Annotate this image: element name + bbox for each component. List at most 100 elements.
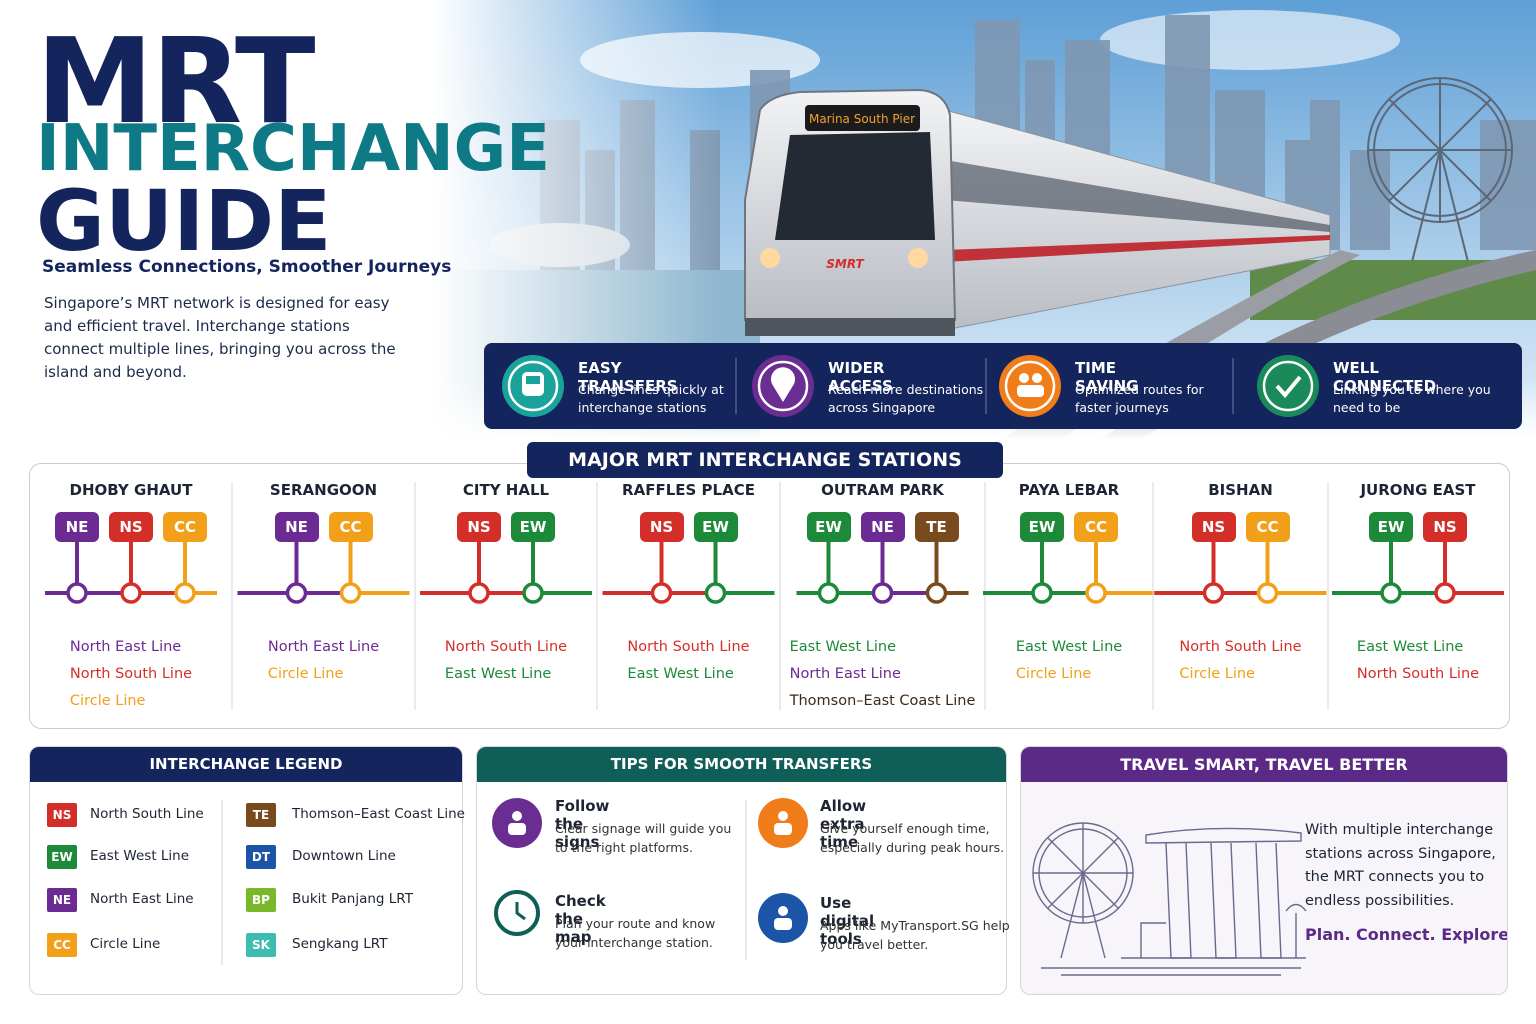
line-badge: EW [1020, 512, 1064, 542]
title: INTERCHANGE [36, 112, 550, 186]
benefit-text: Change lines quickly at interchange stat… [578, 382, 724, 415]
tips-box: TIPS FOR SMOOTH TRANSFERS [476, 746, 1007, 995]
line-badge: NS [1423, 512, 1467, 542]
station-name: CITY HALL [462, 481, 550, 499]
line-badge: EW [806, 512, 851, 542]
station-name: SERANGOON [269, 481, 378, 499]
benefit-title: WIDER ACCESS [828, 359, 893, 395]
title: GUIDE [36, 172, 332, 270]
line-badge: CC [1074, 512, 1118, 542]
line-badge: CC [328, 512, 373, 542]
tagline: Seamless Connections, Smoother Journeys [42, 257, 452, 277]
station-name: PAYA LEBAR [1018, 481, 1120, 499]
line-badge: NE [860, 512, 905, 542]
line-labels: North East Line Circle Line [268, 634, 379, 688]
legend-text: Thomson–East Coast Line [292, 806, 465, 822]
legend-box: INTERCHANGE LEGEND [29, 746, 463, 995]
legend-badge: CC [47, 933, 77, 957]
line-labels: East West Line North East Line Thomson–Eas… [790, 634, 976, 715]
line-name: North South Line [69, 666, 193, 682]
title: MRT [36, 12, 315, 150]
legend-text: Downtown Line [292, 848, 396, 864]
tip-title: Follow the signs [555, 797, 610, 851]
tip-text: Plan your route and know your interchang… [555, 916, 716, 950]
legend-text: Circle Line [90, 936, 161, 952]
legend-text: Bukit Panjang LRT [292, 891, 413, 907]
station-name: OUTRAM PARK [821, 481, 944, 499]
legend-badge: NE [47, 888, 77, 912]
line-name: Circle Line [69, 693, 146, 709]
line-labels: North East Line North South Line Circle Li… [70, 634, 192, 715]
benefit-text: Reach more destinations across Singapore [828, 382, 984, 415]
benefit-title: TIME SAVING [1075, 359, 1139, 395]
line-name: Thomson–East Coast Line [789, 693, 976, 709]
benefit-title: WELL CONNECTED [1333, 359, 1437, 395]
line-badge: NS [639, 512, 684, 542]
benefit-text: Optimized routes for faster journeys [1075, 382, 1204, 415]
line-labels: East West Line North South Line [1357, 634, 1479, 688]
tip-title: Use digital tools [820, 894, 875, 948]
travel-box: TRAVEL SMART, TRAVEL BETTER With multipl… [1020, 746, 1508, 995]
line-name: North South Line [1179, 639, 1302, 655]
legend-text: North East Line [90, 891, 194, 907]
legend-text: North South Line [90, 806, 204, 822]
line-badge: EW [693, 512, 738, 542]
station-name: BISHAN [1208, 481, 1273, 499]
line-badge: NS [1191, 512, 1236, 542]
line-name: East West Line [1356, 639, 1464, 655]
line-labels: North South Line East West Line [627, 634, 749, 688]
station-name: RAFFLES PLACE [622, 481, 755, 499]
line-name: East West Line [627, 666, 734, 682]
line-labels: North South Line Circle Line [1179, 634, 1301, 688]
line-name: East West Line [1015, 639, 1123, 655]
line-name: North South Line [444, 639, 568, 655]
legend-text: Sengkang LRT [292, 936, 388, 952]
legend-badge: DT [246, 845, 276, 869]
line-badge: EW [511, 512, 555, 542]
station-name: JURONG EAST [1360, 481, 1476, 499]
legend-badge: TE [246, 803, 276, 827]
box-title: TIPS FOR SMOOTH TRANSFERS [477, 747, 1006, 782]
legend-badge: NS [47, 803, 77, 827]
line-name: North South Line [627, 639, 750, 655]
intro: Singapore’s MRT network is designed for … [44, 294, 396, 381]
legend-text: East West Line [90, 848, 190, 864]
tip-title: Allow extra time [820, 797, 867, 851]
line-name: Circle Line [1179, 666, 1255, 682]
line-badge: CC [163, 512, 207, 542]
line-name: North East Line [69, 639, 182, 655]
benefit-title: EASY TRANSFERS [578, 359, 678, 395]
line-name: North East Line [789, 666, 901, 682]
box-title: INTERCHANGE LEGEND [30, 747, 462, 782]
line-name: Circle Line [267, 666, 344, 682]
train-logo: SMRT [826, 257, 864, 271]
legend-badge: BP [246, 888, 276, 912]
line-badge: CC [1245, 512, 1290, 542]
slogan: Plan. Connect. Explore. [1305, 925, 1508, 944]
line-name: North South Line [1356, 666, 1480, 682]
tip-title: Check the map [555, 892, 606, 946]
legend-badge: EW [47, 845, 77, 869]
legend-badge: SK [246, 933, 276, 957]
line-labels: East West Line Circle Line [1016, 634, 1122, 688]
tip-text: Give yourself enough time, especially du… [820, 821, 1005, 855]
line-badge: NS [457, 512, 501, 542]
tip-text: Apps like MyTransport.SG help you travel… [820, 918, 1010, 952]
tip-text: Clear signage will guide you to the righ… [555, 821, 732, 855]
destination-sign: Marina South Pier [809, 112, 915, 126]
illustration [1032, 822, 1307, 976]
line-badge: NE [274, 512, 319, 542]
stations-panel [29, 463, 1510, 729]
line-name: Circle Line [1015, 666, 1092, 682]
travel-text: With multiple interchange stations acros… [1305, 822, 1496, 909]
line-name: North East Line [267, 639, 380, 655]
line-name: East West Line [789, 639, 896, 655]
line-badge: TE [914, 512, 959, 542]
station-name: DHOBY GHAUT [69, 481, 193, 499]
benefit-text: Linking you to where you need to be [1333, 382, 1491, 415]
box-title: TRAVEL SMART, TRAVEL BETTER [1021, 747, 1507, 782]
section-title: MAJOR MRT INTERCHANGE STATIONS [527, 442, 1003, 478]
line-name: East West Line [444, 666, 552, 682]
line-badge: NS [109, 512, 153, 542]
